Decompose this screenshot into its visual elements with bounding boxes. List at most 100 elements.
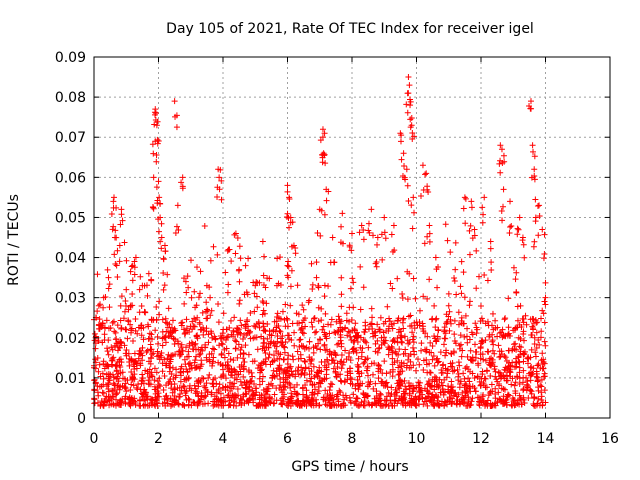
data-point [466,251,473,258]
data-point [344,369,351,376]
data-point [489,338,496,345]
data-point [112,363,119,370]
data-point [429,356,436,363]
data-point [496,354,503,361]
data-point [540,310,547,317]
data-point [467,347,474,354]
data-point [472,388,479,395]
data-point [232,345,239,352]
data-point [338,358,345,365]
data-point [298,325,305,332]
data-point [411,325,418,332]
data-point [424,186,431,193]
data-point [534,377,541,384]
data-point [433,266,440,273]
data-point [262,361,269,368]
x-tick-label: 2 [154,431,163,447]
data-point [154,402,161,409]
data-point [156,356,163,363]
data-point [114,322,121,329]
data-point [270,352,277,359]
data-point [520,330,527,337]
data-point [173,372,180,379]
data-point [326,348,333,355]
data-point [193,302,200,309]
data-point [141,386,148,393]
data-point [196,351,203,358]
data-point [323,371,330,378]
data-point [302,364,309,371]
data-point [271,400,278,407]
data-point [381,358,388,365]
data-point [273,397,280,404]
data-point [378,341,385,348]
data-point [301,358,308,365]
data-point [524,378,531,385]
data-point [417,192,424,199]
data-point [331,329,338,336]
data-point [219,330,226,337]
data-point [450,392,457,399]
data-point [210,243,217,250]
data-point [137,362,144,369]
data-point [461,382,468,389]
data-point [103,317,110,324]
data-point [260,281,267,288]
data-point [346,243,353,250]
data-point [536,341,543,348]
data-point [300,330,307,337]
data-point [121,239,128,246]
data-point [343,317,350,324]
data-point [398,132,405,139]
data-point [488,361,495,368]
data-point [514,303,521,310]
data-point [100,390,107,397]
data-point [131,264,138,271]
data-point [324,402,331,409]
data-point [330,401,337,408]
data-point [457,341,464,348]
data-point [538,328,545,335]
data-point [489,310,496,317]
data-point [365,344,372,351]
data-point [398,363,405,370]
data-point [308,402,315,409]
data-point [376,344,383,351]
data-point [438,398,445,405]
data-point [183,344,190,351]
data-point [337,389,344,396]
data-point [95,302,102,309]
data-point [397,328,404,335]
data-point [527,316,534,323]
data-point [516,364,523,371]
data-point [286,336,293,343]
data-point [533,368,540,375]
data-point [510,398,517,405]
data-point [239,382,246,389]
data-point [206,284,213,291]
data-point [542,294,549,301]
data-point [321,293,328,300]
data-point [315,304,322,311]
data-point [350,346,357,353]
data-point [274,310,281,317]
data-point [350,304,357,311]
data-point [206,358,213,365]
data-point [457,378,464,385]
data-point [489,402,496,409]
data-point [438,366,445,373]
data-point [494,333,501,340]
data-point [216,174,223,181]
data-point [534,362,541,369]
data-point [461,294,468,301]
data-point [238,322,245,329]
data-point [177,344,184,351]
data-point [419,320,426,327]
data-point [335,401,342,408]
data-point [257,364,264,371]
data-point [327,321,334,328]
data-point [539,307,546,314]
data-point [233,325,240,332]
data-point [399,368,406,375]
